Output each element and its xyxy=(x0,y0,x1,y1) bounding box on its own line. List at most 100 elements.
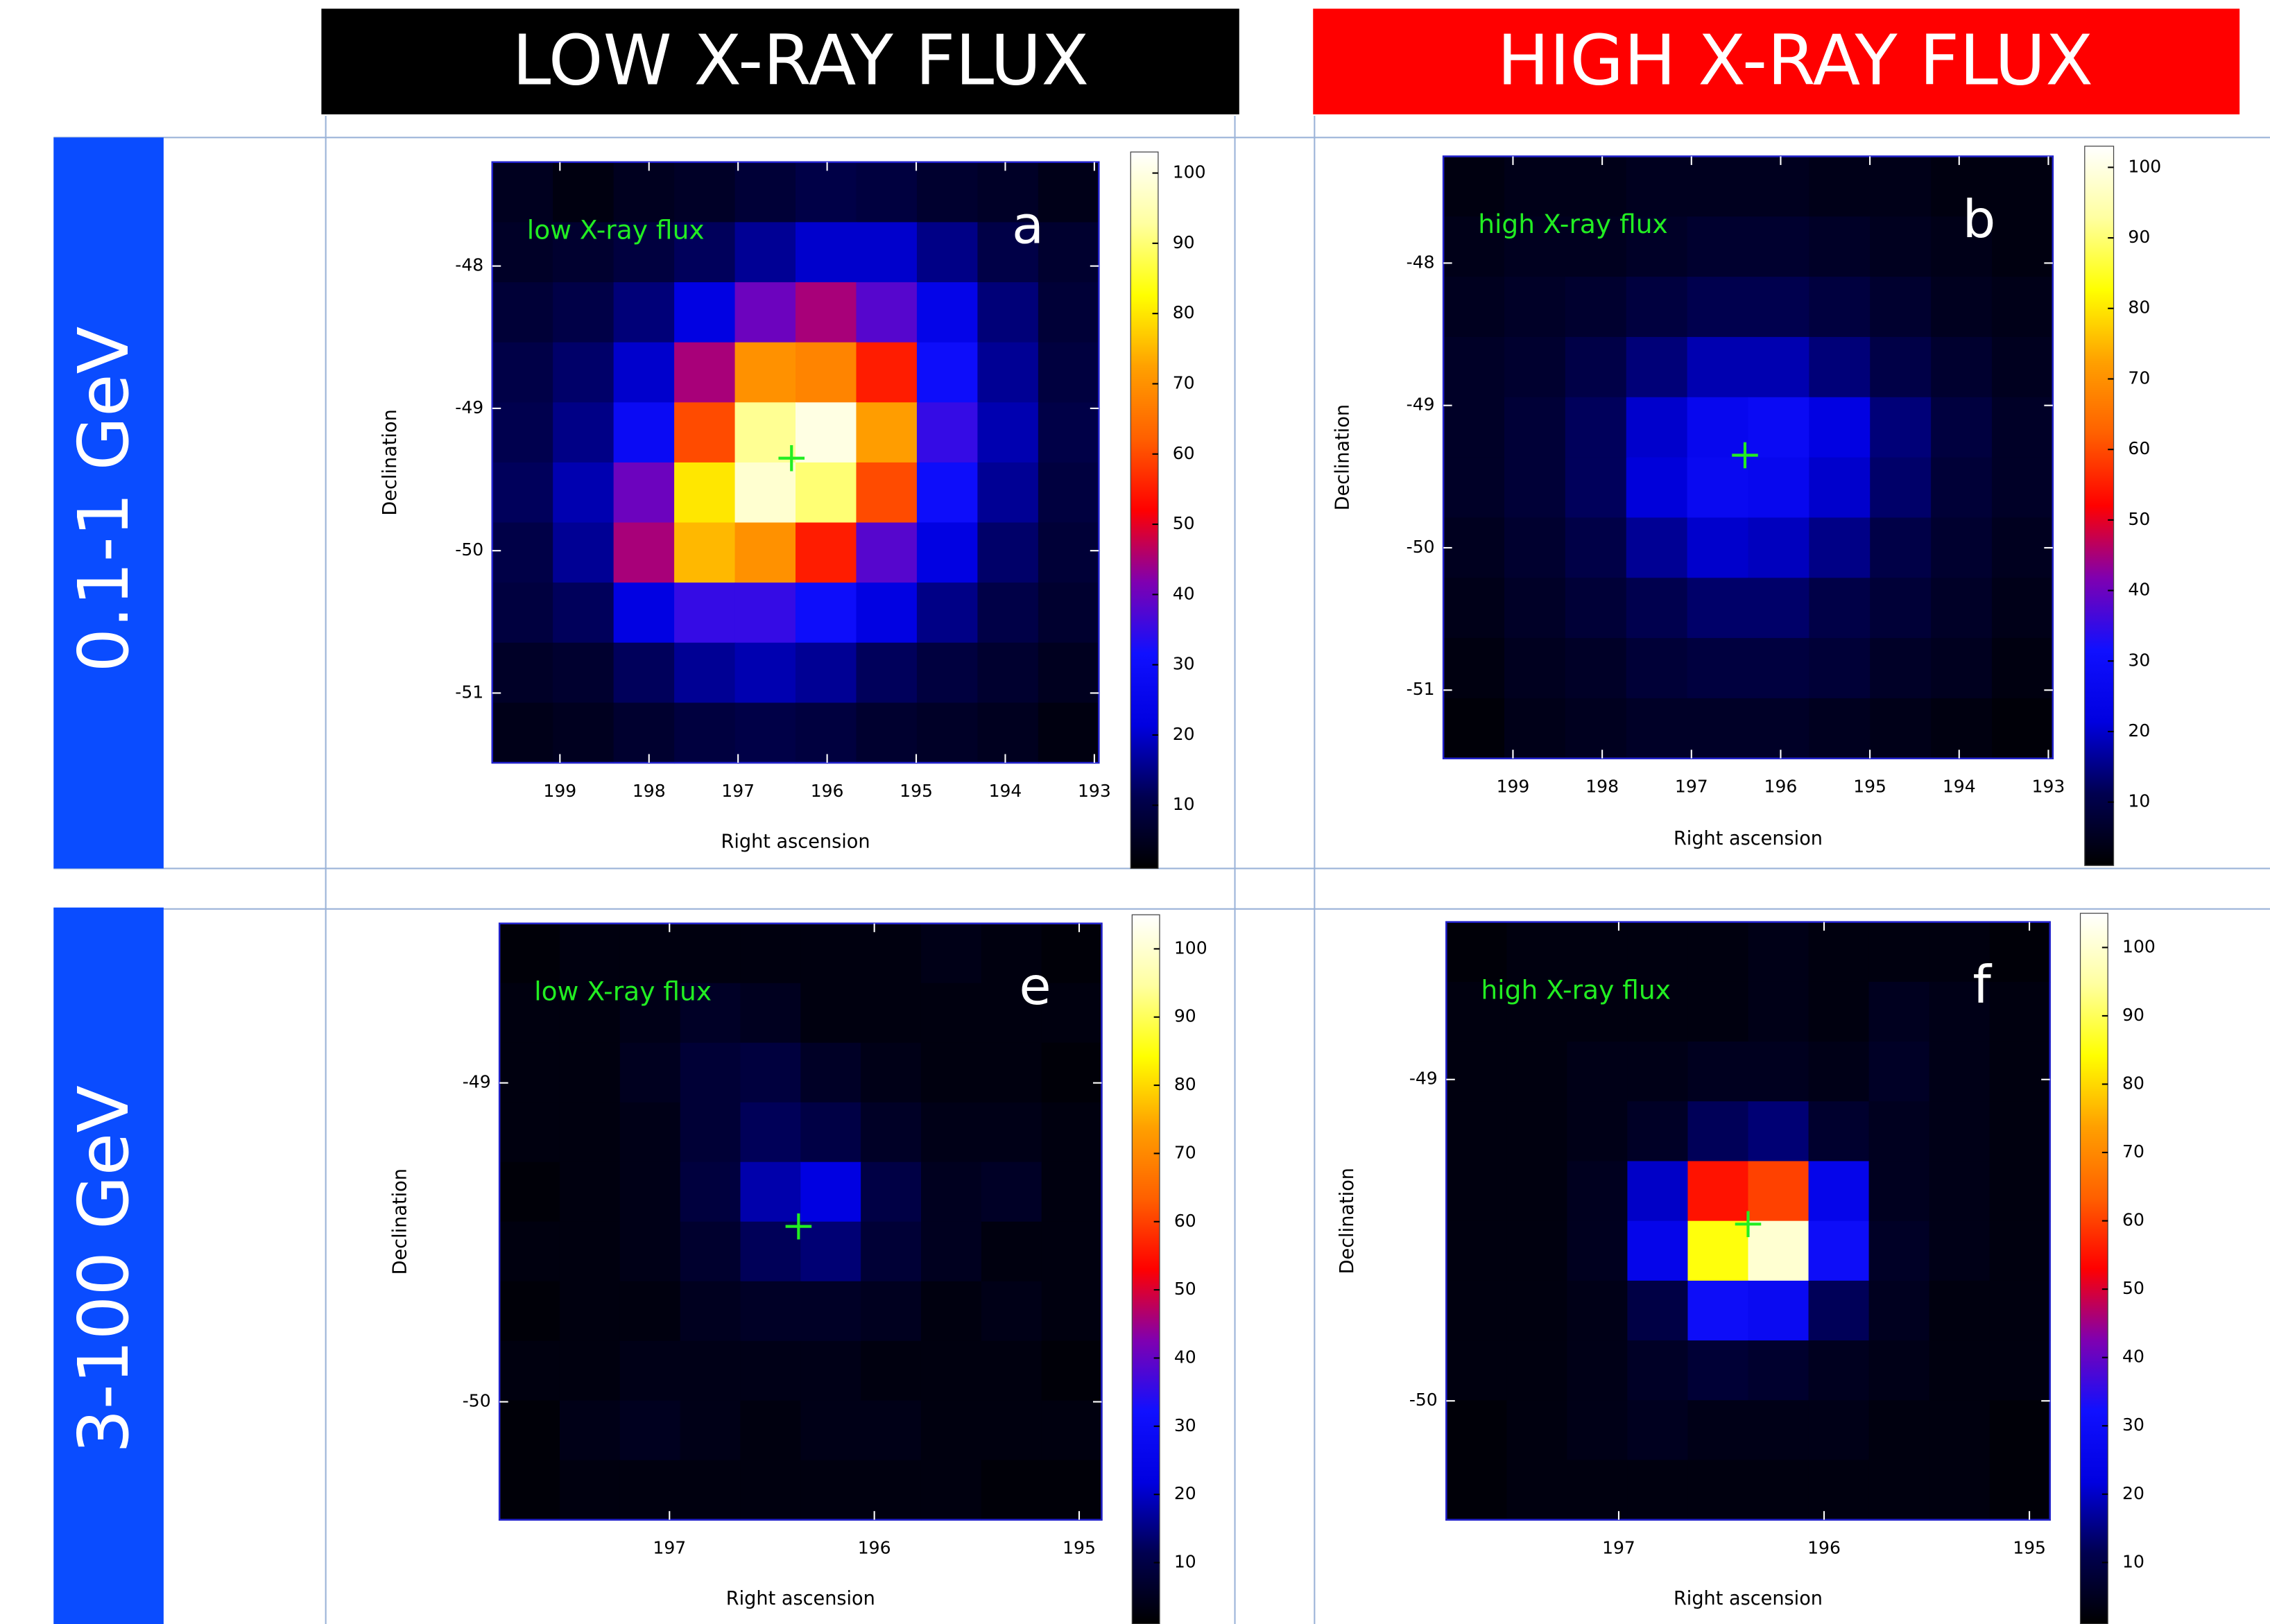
heatmap-cell xyxy=(1443,638,1506,699)
heatmap-cell xyxy=(1567,922,1628,983)
heatmap-cell xyxy=(499,983,561,1044)
heatmap-cell xyxy=(1446,1460,1508,1521)
heatmap-cell xyxy=(1929,1460,1990,1521)
heatmap-cell xyxy=(1991,638,2054,699)
heatmap-cell xyxy=(1931,638,1993,699)
heatmap-cell xyxy=(861,1161,922,1223)
row-header: 3-100 GeV xyxy=(63,1085,144,1453)
heatmap-cell xyxy=(1931,578,1993,639)
y-tick-label: -51 xyxy=(1407,679,1435,699)
heatmap-cell xyxy=(861,1042,922,1103)
heatmap-cell xyxy=(1808,1400,1870,1461)
y-axis-label: Declination xyxy=(1336,1168,1358,1274)
heatmap-cell xyxy=(1687,578,1749,639)
heatmap-cell xyxy=(1626,216,1688,278)
heatmap-cell xyxy=(981,1042,1042,1103)
heatmap-cell xyxy=(613,462,676,524)
heatmap-cell xyxy=(559,983,621,1044)
heatmap-cell xyxy=(674,522,736,584)
heatmap-cell xyxy=(1991,156,2054,218)
colorbar-tick-label: 40 xyxy=(2122,1347,2144,1367)
heatmap-cell xyxy=(1748,698,1810,759)
heatmap-cell xyxy=(1868,1101,1930,1162)
heatmap-cell xyxy=(1809,397,1871,458)
heatmap-cell xyxy=(674,222,736,284)
layout-lines xyxy=(53,115,2270,1624)
heatmap-cell xyxy=(559,1102,621,1163)
heatmap-cell xyxy=(1443,156,1506,218)
heatmap-cell xyxy=(1506,1280,1568,1342)
heatmap-cell xyxy=(613,402,676,463)
heatmap-cell xyxy=(1038,162,1100,223)
heatmap-cell xyxy=(1991,698,2054,759)
colorbar-tick-label: 30 xyxy=(1173,654,1195,674)
heatmap-cell xyxy=(1506,1101,1568,1162)
heatmap-cell xyxy=(977,642,1039,704)
heatmap-cell xyxy=(1809,216,1871,278)
colorbar-tick-label: 10 xyxy=(2128,791,2150,811)
heatmap-cell xyxy=(734,522,797,584)
heatmap-cell xyxy=(1687,981,1749,1043)
heatmap-cell xyxy=(619,1102,681,1163)
heatmap-cell xyxy=(1038,402,1100,463)
heatmap-cell xyxy=(1038,222,1100,284)
heatmap-cell xyxy=(1041,1340,1103,1401)
heatmap-cell xyxy=(861,1102,922,1163)
heatmap-cell xyxy=(1687,336,1749,398)
heatmap-cell xyxy=(1443,457,1506,519)
heatmap-cell xyxy=(981,1221,1042,1282)
heatmap-cell xyxy=(1038,342,1100,404)
heatmap-cell xyxy=(981,983,1042,1044)
panel-label: f xyxy=(1972,954,1992,1015)
heatmap-cell xyxy=(800,1161,862,1223)
colorbar-tick-label: 70 xyxy=(2122,1141,2144,1161)
heatmap-cell xyxy=(1748,981,1809,1043)
heatmap-cell xyxy=(1929,1280,1990,1342)
heatmap-cell xyxy=(1870,457,1932,519)
x-tick-label: 195 xyxy=(1063,1537,1096,1557)
heatmap-cell xyxy=(1929,922,1990,983)
heatmap-cell xyxy=(680,1102,741,1163)
heatmap-cell xyxy=(920,1161,982,1223)
heatmap-cell xyxy=(613,522,676,584)
heatmap-cell xyxy=(856,462,918,524)
colorbar-tick-label: 80 xyxy=(1173,302,1195,322)
heatmap-cell xyxy=(1687,1101,1749,1162)
heatmap-cell xyxy=(553,702,614,764)
colorbar-tick-label: 40 xyxy=(2128,580,2150,600)
heatmap-cell xyxy=(1687,517,1749,579)
heatmap-cell xyxy=(1748,1101,1809,1162)
heatmap-cell xyxy=(619,1281,681,1342)
x-tick-label: 196 xyxy=(858,1537,891,1557)
colorbar-tick-label: 60 xyxy=(1173,443,1195,463)
y-tick-label: -50 xyxy=(1409,1390,1438,1410)
colorbar-tick-label: 100 xyxy=(1173,162,1206,182)
heatmap-cell xyxy=(1991,336,2054,398)
heatmap-cell xyxy=(1565,578,1627,639)
heatmap-cell xyxy=(916,342,979,404)
heatmap-cell xyxy=(920,1400,982,1461)
heatmap-cell xyxy=(499,1400,561,1461)
annotation: low X-ray flux xyxy=(534,976,712,1006)
heatmap-cell xyxy=(1989,1400,2051,1461)
heatmap-cell xyxy=(680,1042,741,1103)
heatmap-cell xyxy=(1687,698,1749,759)
colorbar-tick-label: 70 xyxy=(2128,368,2150,388)
colorbar xyxy=(2079,913,2108,1624)
heatmap-cell xyxy=(920,1102,982,1163)
y-axis-label: Declination xyxy=(379,409,401,515)
heatmap-cell xyxy=(553,342,614,404)
heatmap-cell xyxy=(1991,578,2054,639)
plot-frame xyxy=(1445,921,2051,1521)
colorbar-tick-label: 70 xyxy=(1173,372,1195,392)
heatmap-cell xyxy=(553,222,614,284)
heatmap-cell xyxy=(492,462,554,524)
heatmap-cell xyxy=(674,702,736,764)
heatmap-cell xyxy=(1748,1042,1809,1103)
heatmap-cell xyxy=(1748,638,1810,699)
heatmap-cell xyxy=(796,522,857,584)
y-tick-label: -49 xyxy=(463,1072,491,1092)
x-tick-label: 199 xyxy=(1497,777,1530,797)
heatmap-cell xyxy=(981,1102,1042,1163)
x-tick-label: 194 xyxy=(1943,777,1976,797)
